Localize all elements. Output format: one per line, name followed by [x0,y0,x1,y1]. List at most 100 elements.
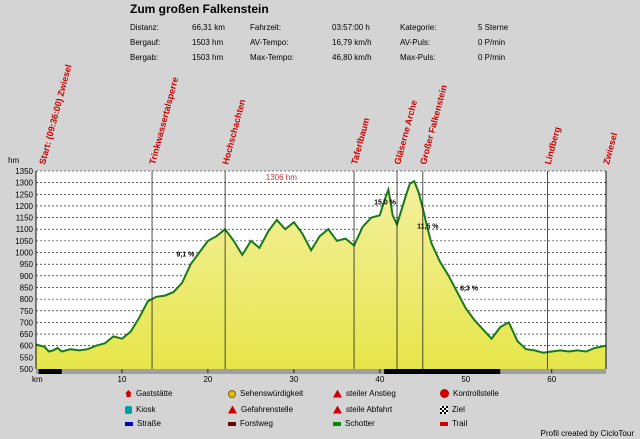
legend-label: Gefahrenstelle [241,405,294,414]
gradient-label: 8,3 % [460,285,479,292]
waypoint-label: Großer Falkenstein [418,84,449,166]
y-tick-label: 550 [20,353,34,362]
restaurant-icon [125,390,132,397]
legend-label: Schotter [345,419,375,428]
x-tick-label: 60 [547,375,556,384]
legend-item-ziel: Ziel [440,405,465,414]
legend-label: Kiosk [136,405,156,414]
stat-value-av-puls: 0 P/min [478,38,506,47]
y-tick-label: 1050 [15,237,33,246]
stat-label-distanz: Distanz: [130,23,159,32]
legend-label: Ziel [452,405,465,414]
legend-item-trail: Trail [440,419,467,428]
stat-label-kategorie: Kategorie: [400,23,437,32]
y-tick-label: 950 [20,260,34,269]
road-swatch [125,421,133,426]
kiosk-icon [125,405,132,414]
sight-icon [228,389,236,398]
x-tick-label: 20 [203,375,212,384]
y-tick-label: 1200 [15,202,33,211]
y-axis-label: hm [8,156,19,165]
legend-item-schotter: Schotter [333,419,375,428]
x-tick-label: 30 [289,375,298,384]
legend-label: Sehenswürdigkeit [240,389,304,398]
legend-label: Gaststätte [136,389,173,398]
stat-value-max-puls: 0 P/min [478,53,506,62]
stat-value-kategorie: 5 Sterne [478,23,509,32]
y-tick-label: 1250 [15,190,33,199]
waypoint-label: Zwiesel [601,132,619,166]
legend-item-gefahrenstelle: Gefahrenstelle [228,405,293,414]
legend-item-sehenswuerdigkeit: Sehenswürdigkeit [228,389,303,398]
gravel-swatch [333,421,341,426]
stat-label-max-puls: Max-Puls: [400,53,436,62]
legend-item-steile-abfahrt: steile Abfahrt [333,405,392,414]
stat-value-fahrzeit: 03:57:00 h [332,23,370,32]
track-bar-segment [384,369,501,374]
y-tick-label: 900 [20,272,34,281]
x-tick-label: 50 [461,375,470,384]
page-title: Zum großen Falkenstein [130,2,269,16]
waypoint-label: Start: (09:36:00) Zwiesel [37,63,73,165]
stat-label-av-puls: AV-Puls: [400,38,431,47]
legend-label: Straße [137,419,162,428]
stat-value-bergauf: 1503 hm [192,38,224,47]
legend-item-kontrollstelle: Kontrollstelle [440,389,499,398]
trail-swatch [440,421,448,426]
stat-value-av-tempo: 16,79 km/h [332,38,372,47]
finish-flag-icon [440,405,448,414]
y-tick-label: 750 [20,307,34,316]
gradient-label: 11,5 % [417,224,439,231]
waypoint-label: Taferlbaum [349,117,371,166]
stat-value-max-tempo: 46,80 km/h [332,53,372,62]
legend-label: Forstweg [240,419,273,428]
y-tick-label: 500 [20,365,34,374]
stat-label-bergab: Bergab: [130,53,159,62]
y-tick-label: 650 [20,330,34,339]
legend-item-steiler-anstieg: steiler Anstieg [333,389,396,398]
credit-text: Profil created by CicloTour [540,429,634,438]
y-tick-label: 1100 [16,225,34,234]
legend-item-kiosk: Kiosk [125,405,156,414]
y-tick-label: 850 [20,283,34,292]
waypoint-label: Trinkwassertalsperre [147,76,180,166]
stat-label-bergauf: Bergauf: [130,38,161,47]
legend-label: steiler Anstieg [346,389,396,398]
waypoint-label: Hochschachten [220,98,247,165]
legend-item-forstweg: Forstweg [228,419,273,428]
stat-value-distanz: 66,31 km [192,23,225,32]
y-tick-label: 1000 [15,249,33,258]
y-tick-label: 1150 [16,214,34,223]
x-tick-label: 40 [375,375,384,384]
waypoint-label: Lindberg [543,126,563,166]
legend-label: Kontrollstelle [453,389,499,398]
steep-climb-icon [333,389,342,398]
y-tick-label: 700 [20,318,34,327]
y-tick-label: 1300 [15,179,33,188]
y-tick-label: 1350 [15,167,33,176]
elevation-line [35,179,607,354]
stat-value-bergab: 1503 hm [192,53,224,62]
gradient-label: 9,1 % [176,252,195,259]
track-bar-base [36,369,606,374]
forest-road-swatch [228,421,236,426]
checkpoint-icon [440,389,449,398]
y-tick-label: 600 [20,342,34,351]
legend-label: Trail [452,419,468,428]
track-bar-segment [38,369,62,374]
danger-icon [228,405,237,414]
peak-label: 1306 hm [266,173,297,182]
legend-label: steile Abfahrt [346,405,393,414]
stat-label-fahrzeit: Fahrzeit: [250,23,282,32]
gradient-label: 15,0 % [374,199,397,206]
elevation-area [36,181,606,369]
stat-label-av-tempo: AV-Tempo: [250,38,289,47]
waypoint-label: Gläserne Arche [392,99,419,166]
x-axis-label: km [32,375,43,384]
steep-descent-icon [333,405,342,414]
stat-label-max-tempo: Max-Tempo: [250,53,295,62]
legend-item-gaststaette: Gaststätte [125,389,172,398]
legend-item-strasse: Straße [125,419,161,428]
x-tick-label: 10 [118,375,127,384]
